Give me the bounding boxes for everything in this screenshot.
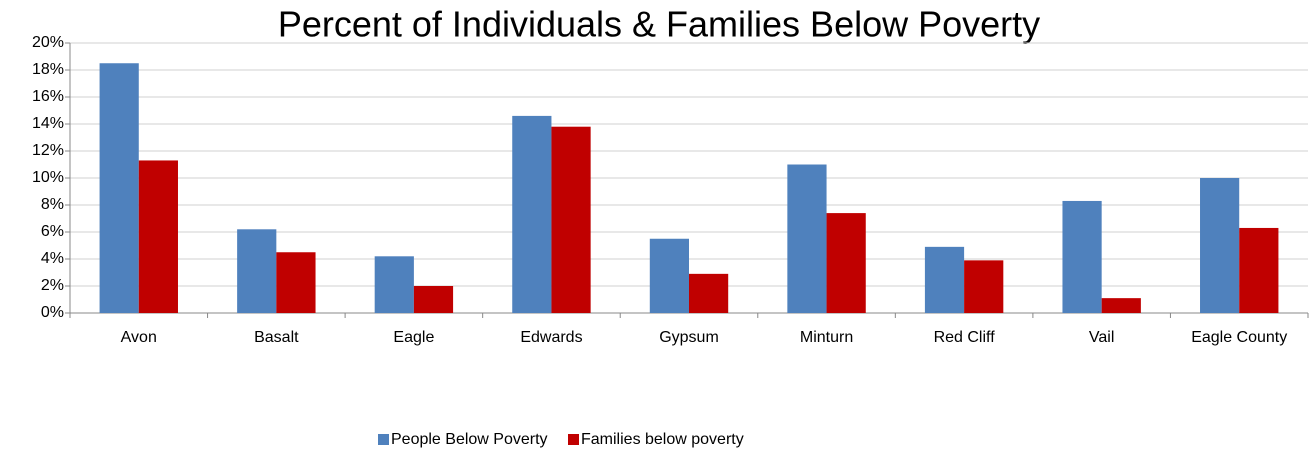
y-tick-label: 8% [41,196,64,213]
y-tick-label: 12% [32,142,64,159]
bar [689,273,729,313]
legend-swatch [378,434,389,445]
bar [649,238,689,313]
y-tick-label: 4% [41,250,64,267]
bar [1062,200,1102,313]
x-tick-label: Vail [1089,329,1115,346]
y-tick-label: 14% [32,115,64,132]
bar [551,126,591,313]
y-tick-label: 16% [32,88,64,105]
y-tick-label: 0% [41,304,64,321]
y-tick-label: 10% [32,169,64,186]
x-tick-label: Minturn [800,329,853,346]
bar [512,115,552,314]
x-tick-label: Basalt [254,329,299,346]
bar [787,164,827,313]
bar [138,160,178,313]
x-tick-label: Red Cliff [934,329,996,346]
bar [924,246,965,313]
legend-label: People Below Poverty [391,431,548,448]
bar [826,213,866,313]
y-tick-label: 18% [32,61,64,78]
x-tick-label: Eagle County [1191,329,1287,346]
x-tick-label: Avon [121,329,157,346]
bar [1101,298,1141,313]
y-tick-label: 6% [41,223,64,240]
y-tick-label: 2% [41,277,64,294]
y-tick-label: 20% [32,34,64,51]
legend-swatch [568,434,579,445]
bar [413,286,454,313]
bar [1200,178,1240,313]
bar [964,260,1004,313]
legend-label: Families below poverty [581,431,744,448]
bar [374,256,414,313]
chart-title: Percent of Individuals & Families Below … [278,4,1040,45]
bar [99,63,139,313]
bar [1239,227,1279,313]
bar [276,252,316,313]
x-tick-label: Edwards [520,329,582,346]
x-tick-label: Eagle [393,329,434,346]
bar [237,229,277,313]
x-tick-label: Gypsum [659,329,719,346]
